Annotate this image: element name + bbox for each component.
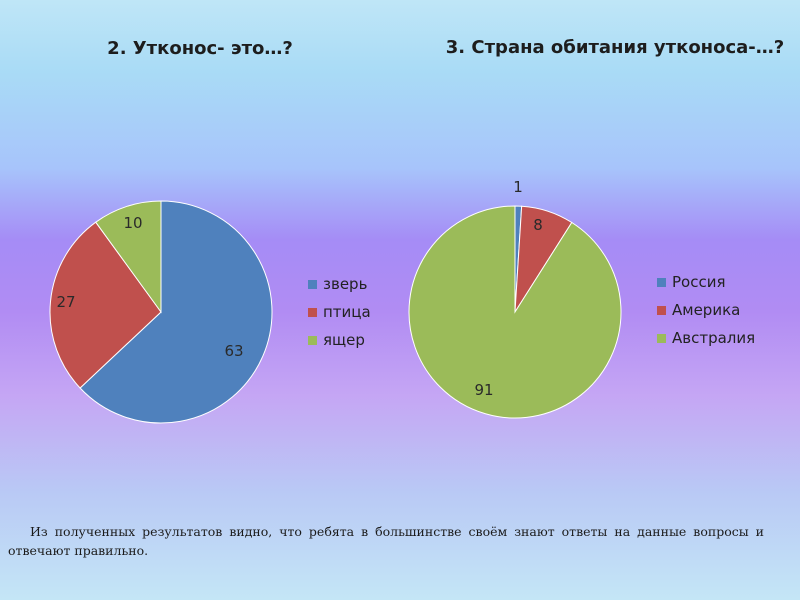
chart1-legend-item-3: ящер (308, 326, 371, 354)
chart2-data-label-2: 8 (533, 216, 543, 234)
chart2-title: 3. Страна обитания утконоса-…? (445, 37, 785, 58)
chart1-legend-swatch-1 (308, 279, 317, 289)
chart2-slice-3 (408, 205, 622, 419)
chart1-legend-swatch-2 (308, 307, 317, 317)
chart1-slice-2 (49, 221, 162, 389)
chart1-legend: зверь птица ящер (308, 270, 371, 354)
chart1-legend-item-1: зверь (308, 270, 371, 298)
chart1-title: 2. Утконос- это…? (107, 38, 293, 59)
chart2-legend-item-2: Америка (657, 296, 755, 324)
chart2-legend: Россия Америка Австралия (657, 268, 755, 352)
chart1-data-label-3: 10 (123, 214, 142, 232)
chart2-legend-swatch-3 (657, 333, 666, 343)
conclusion-text: Из полученных результатов видно, что реб… (8, 524, 764, 558)
chart1-data-label-2: 27 (56, 293, 75, 311)
chart2-data-label-1: 1 (513, 178, 523, 196)
chart1-legend-swatch-3 (308, 335, 317, 345)
chart1-legend-item-2: птица (308, 298, 371, 326)
chart2-legend-swatch-2 (657, 305, 666, 315)
chart2-legend-label-1: Россия (672, 273, 726, 291)
chart1-legend-label-2: птица (323, 303, 371, 321)
chart2-legend-label-3: Австралия (672, 329, 756, 347)
chart2-data-label-3: 91 (474, 381, 493, 399)
chart1-slice-1 (79, 200, 273, 424)
chart2-legend-item-1: Россия (657, 268, 755, 296)
chart1-data-label-1: 63 (224, 342, 243, 360)
chart2-legend-label-2: Америка (672, 301, 741, 319)
chart2-legend-item-3: Австралия (657, 324, 755, 352)
chart2-legend-swatch-1 (657, 277, 666, 287)
chart1-legend-label-3: ящер (323, 331, 365, 349)
chart1-legend-label-1: зверь (323, 275, 368, 293)
chart1-slice-3 (95, 200, 162, 314)
